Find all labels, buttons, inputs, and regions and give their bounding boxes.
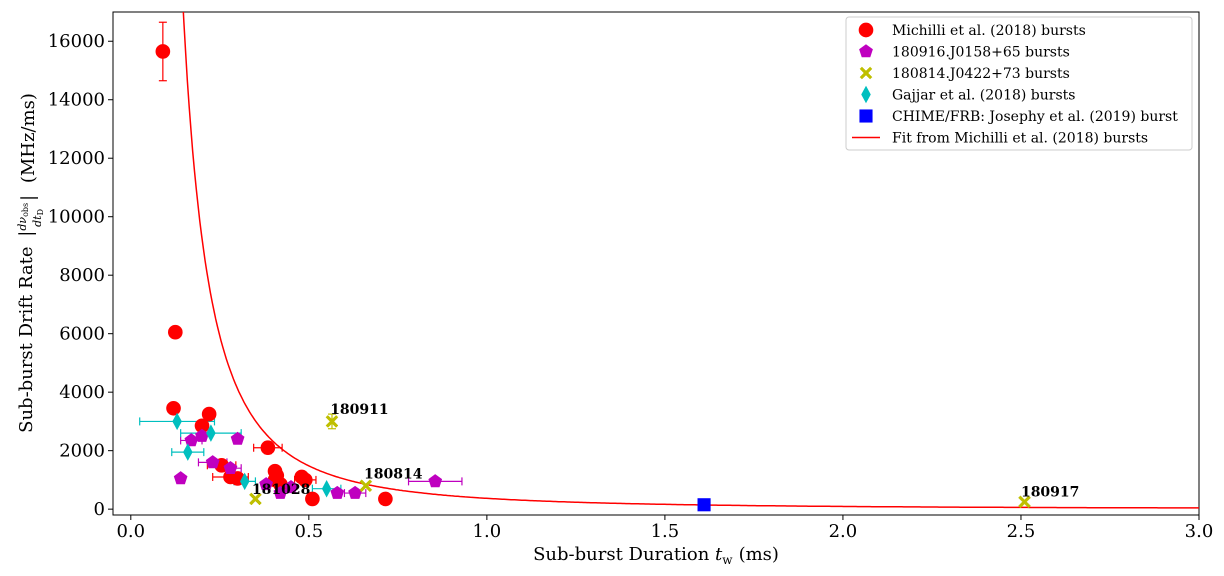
- data-point-s0-p16: [378, 491, 393, 507]
- data-point-s0-p2: [166, 400, 181, 416]
- data-point-s1-p4: [205, 455, 220, 469]
- data-point-s4-p0: [697, 498, 711, 512]
- y-tick-label: 0: [94, 499, 105, 520]
- y-axis-label: Sub-burst Drift Rate |dνobsdtD| (MHz/ms): [16, 93, 45, 433]
- data-point-legend-0: [858, 22, 874, 38]
- x-tick-label: 1.0: [473, 521, 502, 542]
- plot-area: 180911 180814 181028 180917: [112, 11, 1200, 516]
- legend-entry-label: Fit from Michilli et al. (2018) bursts: [892, 131, 1148, 147]
- data-point-s1-p6: [259, 477, 273, 491]
- y-tick-label: 10000: [48, 207, 105, 228]
- data-point-legend-4: [859, 109, 873, 123]
- data-point-s1-p7: [273, 485, 288, 499]
- data-point-s1-p11: [428, 474, 443, 488]
- y-axis-label-bar-right: |: [18, 195, 39, 201]
- y-tick-label: 8000: [59, 265, 105, 286]
- annotation-label: 180917: [1021, 485, 1079, 501]
- data-point-legend-3: [861, 85, 871, 104]
- x-axis-label: Sub-burst Duration tw (ms): [533, 544, 779, 567]
- y-axis-label-fraction-num-sub: obs: [21, 203, 30, 217]
- data-point-s3-p1: [206, 424, 216, 442]
- legend-entry-label: 180814.J0422+73 bursts: [892, 66, 1070, 82]
- x-axis-label-subscript: w: [722, 553, 733, 567]
- data-point-s3-p4: [321, 479, 332, 498]
- x-tick-label: 0.5: [295, 521, 324, 542]
- y-axis-label-fraction-num: dν: [16, 217, 29, 231]
- data-point-s3-p2: [183, 443, 193, 461]
- data-point-s3-p0: [172, 412, 182, 431]
- y-tick-label: 14000: [48, 90, 105, 111]
- y-tick-label: 6000: [59, 324, 105, 345]
- x-tick-label: 1.5: [651, 521, 680, 542]
- data-point-s2-p1: [359, 479, 373, 493]
- y-tick-label: 4000: [59, 382, 105, 403]
- plot-frame: [112, 11, 1200, 516]
- legend-box: [845, 16, 1193, 151]
- data-point-s0-p13: [297, 472, 313, 488]
- y-axis-label-fraction-den-sub: D: [36, 209, 45, 215]
- data-point-s1-p5: [223, 460, 238, 474]
- legend-entry-label: Michilli et al. (2018) bursts: [892, 23, 1086, 39]
- y-axis-label-bar-left: |: [16, 231, 37, 237]
- annotation-label: 180911: [330, 402, 388, 418]
- data-point-s2-p3: [1018, 495, 1031, 509]
- data-point-s0-p0: [155, 44, 171, 59]
- y-tick-label: 16000: [48, 31, 105, 52]
- annotation-label: 181028: [252, 482, 310, 498]
- data-point-s0-p15: [305, 491, 320, 507]
- x-tick-label: 3.0: [1185, 521, 1214, 542]
- legend-entry-label: 180916.J0158+65 bursts: [892, 45, 1070, 61]
- y-axis-label-text: Sub-burst Drift Rate: [16, 246, 37, 432]
- svg-text:Sub-burst Drift Rate |dν: Sub-burst Drift Rate |dνobsdtD| (MHz/ms): [16, 93, 45, 433]
- x-tick-label: 0.0: [116, 521, 145, 542]
- data-point-s1-p0: [173, 471, 188, 485]
- data-point-s0-p5: [260, 440, 276, 456]
- data-point-s1-p8: [284, 479, 298, 494]
- marker-layer: [155, 44, 1031, 512]
- x-tick-label: 2.0: [829, 521, 858, 542]
- data-point-s0-p3: [201, 406, 217, 422]
- annotation-layer: 180911 180814 181028 180917: [252, 402, 1080, 500]
- data-point-s3-p3: [240, 472, 250, 491]
- x-axis-label-unit: (ms): [739, 544, 779, 565]
- legend: Michilli et al. (2018) bursts 180916.J015…: [845, 16, 1193, 151]
- legend-entry-label: Gajjar et al. (2018) bursts: [892, 88, 1075, 104]
- x-axis: 0.0 0.5 1.0 1.5 2.0 2.5 3.0: [116, 515, 1213, 542]
- x-axis-label-text: Sub-burst Duration: [533, 544, 710, 565]
- y-axis-label-unit: (MHz/ms): [18, 93, 39, 183]
- y-tick-label: 2000: [59, 441, 105, 462]
- x-axis-label-symbol: t: [715, 544, 723, 565]
- data-point-s1-p10: [348, 485, 362, 499]
- data-point-s1-p3: [230, 431, 245, 445]
- data-point-s2-p2: [249, 492, 262, 506]
- annotation-label: 180814: [364, 466, 423, 482]
- data-point-s0-p1: [167, 324, 183, 340]
- data-point-legend-1: [859, 44, 873, 58]
- data-point-s2-p0: [325, 415, 339, 428]
- y-axis: 0 2000 4000 6000 8000 10000 12000 14000 16000: [48, 31, 113, 520]
- data-point-legend-2: [859, 66, 873, 80]
- y-tick-label: 12000: [48, 148, 105, 169]
- legend-entry-label: CHIME/FRB: Josephy et al. (2019) burst: [892, 109, 1178, 125]
- data-point-s1-p9: [330, 485, 345, 499]
- y-axis-label-fraction-den: dt: [31, 215, 44, 227]
- x-tick-label: 2.5: [1007, 521, 1036, 542]
